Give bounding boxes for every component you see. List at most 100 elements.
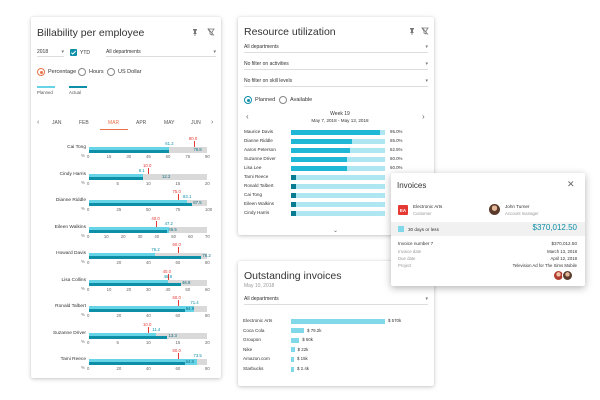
outstanding-department-select[interactable]: All departments ▾	[244, 296, 428, 305]
tab-apr[interactable]: APR	[136, 120, 147, 126]
actual-value-label: 12.2	[161, 173, 171, 179]
axis-tick-label: 0	[87, 339, 90, 345]
chevron-down-icon[interactable]: ⌄	[333, 228, 339, 234]
planned-value-label: 61.2	[165, 141, 174, 146]
planned-value-label: 73.5	[193, 353, 202, 358]
axis-tick-label: 40	[146, 313, 151, 318]
invoice-bar[interactable]	[291, 318, 385, 324]
invoice-bar[interactable]	[291, 347, 295, 353]
radio-us-dollar[interactable]: US Dollar	[107, 68, 142, 76]
pin-icon[interactable]	[191, 28, 199, 38]
resource-row-value: 65.0%	[390, 138, 403, 143]
chevron-right-icon[interactable]: ›	[211, 119, 214, 126]
actual-value-label: 76.2	[202, 253, 211, 258]
target-label: 10.0	[143, 321, 152, 327]
resource-row-mark	[291, 201, 296, 207]
axis-tick-label: 40	[146, 366, 151, 371]
invoice-date-value: March 13, 2018	[547, 249, 577, 254]
company-name: Electronic Arts	[413, 204, 443, 209]
actual-value-label: 87.5	[193, 200, 202, 205]
filter-off-icon[interactable]	[421, 27, 429, 37]
target-marker	[156, 220, 158, 231]
axis-tick-label: 0	[87, 233, 90, 239]
percent-sign: %	[81, 179, 85, 185]
invoices-title: Invoices	[397, 181, 427, 190]
invoice-value: $ 2.4k	[297, 366, 309, 371]
axis-tick-label: 20	[205, 339, 210, 345]
axis-tick-label: 70	[205, 233, 210, 239]
tab-feb[interactable]: FEB	[79, 120, 89, 126]
skill-filter[interactable]: No filter on skill levels ▾	[244, 78, 428, 87]
contact-role: Account manager	[505, 211, 539, 216]
resource-row-name: Cindy Harris	[244, 210, 270, 215]
resource-row-value: 62.5%	[390, 147, 403, 152]
bar-track	[89, 173, 207, 180]
axis-tick-label: 15	[106, 154, 112, 159]
pin-icon[interactable]	[408, 27, 416, 37]
axis-tick-label: 0	[87, 286, 90, 292]
bar-track	[89, 147, 207, 153]
axis-tick-label: 30	[137, 233, 143, 239]
employee-name: Tami Reece	[60, 357, 86, 362]
bar-track	[89, 200, 207, 206]
axis-tick-label: 100	[205, 207, 213, 212]
radio-planned[interactable]: Planned	[244, 96, 275, 104]
target-marker	[177, 247, 179, 257]
axis-tick-label: 15	[175, 180, 181, 186]
chevron-right-icon[interactable]: ›	[422, 112, 425, 121]
avatar	[562, 270, 573, 281]
radio-hours[interactable]: Hours	[78, 68, 104, 76]
axis-tick-label: 10	[106, 286, 112, 292]
target-label: 60.0	[172, 295, 181, 300]
resource-row-mark	[291, 210, 296, 216]
contact-name: John Turner	[505, 204, 530, 209]
invoice-value: $ 22k	[297, 346, 309, 352]
invoice-bar[interactable]	[291, 366, 294, 372]
tab-jan[interactable]: JAN	[52, 120, 62, 126]
bar-track	[89, 226, 207, 233]
invoice-bar[interactable]	[291, 328, 305, 334]
percent-sign: %	[81, 365, 85, 370]
filter-off-icon[interactable]	[207, 28, 215, 38]
actual-value-label: 13.3	[168, 332, 177, 338]
close-icon[interactable]: ✕	[567, 179, 575, 189]
employee-name: Ronald Talbert	[55, 304, 86, 309]
actual-value-label: 78.8	[193, 147, 202, 152]
tab-mar[interactable]: MAR	[108, 120, 120, 126]
percent-sign: %	[81, 259, 85, 264]
target-marker	[177, 300, 179, 310]
resource-row-name: Aaron Peterson	[244, 147, 276, 152]
chevron-left-icon[interactable]: ‹	[246, 112, 249, 121]
year-select[interactable]: 2018 ▾	[37, 49, 64, 57]
chevron-left-icon[interactable]: ‹	[37, 119, 40, 126]
target-label: 60.0	[172, 348, 181, 353]
radio-available[interactable]: Available	[279, 96, 312, 104]
target-marker	[148, 326, 149, 337]
target-marker	[193, 141, 195, 151]
invoice-bar[interactable]	[291, 337, 300, 343]
axis-tick-label: 60	[175, 313, 181, 318]
actual-bar	[89, 256, 202, 259]
invoice-value: $ 50k	[302, 337, 313, 343]
axis-tick-label: 5	[116, 339, 119, 345]
department-filter[interactable]: All departments ▾	[244, 44, 428, 53]
legend-planned-swatch	[37, 86, 55, 88]
actual-bar	[89, 335, 168, 339]
activities-filter[interactable]: No filter on activities ▾	[244, 61, 428, 70]
percent-sign: %	[81, 338, 85, 344]
axis-tick-label: 20	[116, 366, 122, 371]
invoice-number: Invoice number 7	[398, 241, 434, 246]
invoice-summary-row[interactable]	[391, 222, 585, 236]
invoice-bar[interactable]	[291, 356, 294, 362]
axis-tick-label: 10	[146, 180, 151, 186]
tab-may[interactable]: MAY	[164, 120, 175, 126]
radio-percentage[interactable]: Percentage	[37, 68, 76, 76]
tab-jun[interactable]: JUN	[191, 120, 201, 126]
invoice-customer: Amazon.com	[243, 356, 270, 362]
planned-value-label: 46.8	[163, 273, 173, 279]
ytd-checkbox[interactable]: YTD	[70, 49, 90, 56]
planned-value-label: 9.1	[138, 167, 145, 173]
resource-row-name: Tami Reece	[244, 174, 269, 179]
department-select[interactable]: All departments ▾	[106, 49, 216, 57]
axis-tick-label: 60	[175, 260, 181, 265]
